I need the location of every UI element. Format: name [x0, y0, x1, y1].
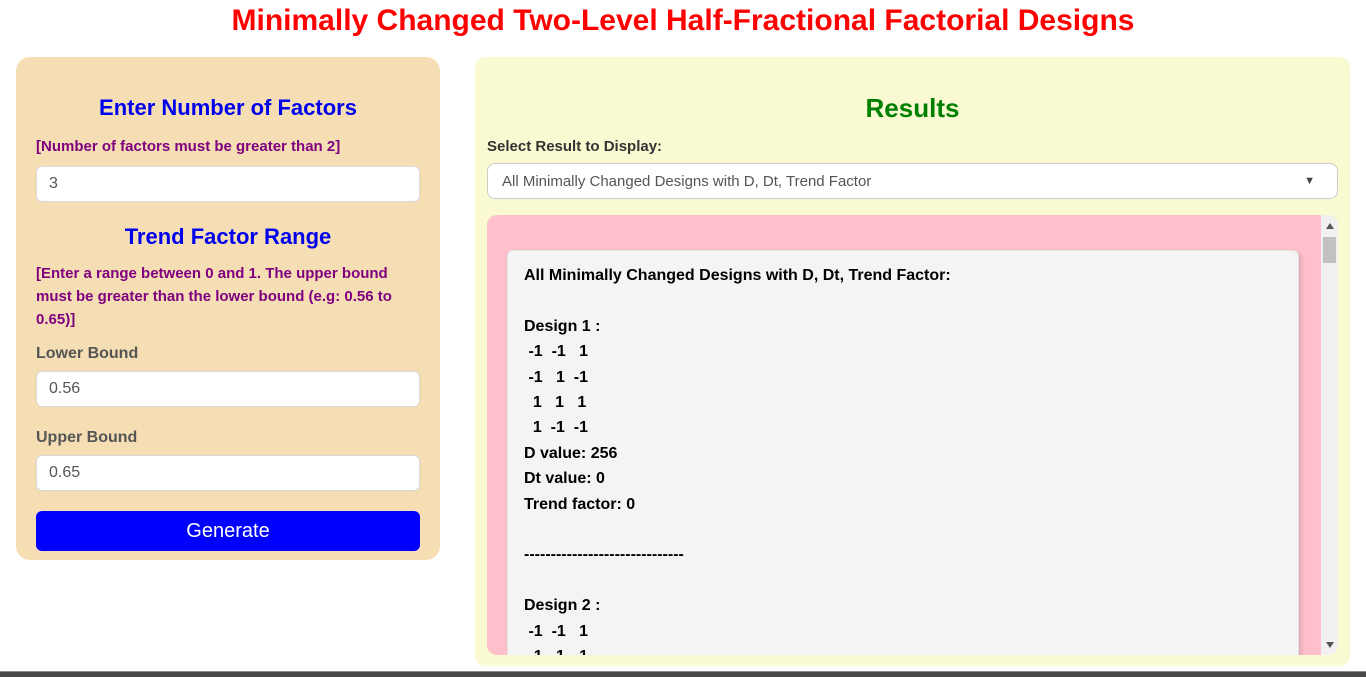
input-panel: Enter Number of Factors [Number of facto… — [16, 57, 440, 560]
factors-input[interactable] — [36, 166, 420, 202]
results-output-container: All Minimally Changed Designs with D, Dt… — [487, 215, 1338, 655]
results-heading: Results — [865, 93, 960, 123]
page-title: Minimally Changed Two-Level Half-Fractio… — [231, 4, 1135, 37]
factors-heading: Enter Number of Factors — [99, 95, 357, 120]
result-select-label: Select Result to Display: — [487, 138, 663, 155]
bottom-edge-bar — [0, 671, 1366, 677]
range-heading: Trend Factor Range — [124, 224, 332, 249]
scrollbar-thumb[interactable] — [1323, 237, 1336, 263]
factors-note: [Number of factors must be greater than … — [36, 138, 341, 155]
dropdown-arrow-icon: ▼ — [1304, 175, 1315, 187]
result-select-value: All Minimally Changed Designs with D, Dt… — [502, 172, 872, 190]
upper-bound-label: Upper Bound — [36, 429, 138, 446]
range-note: [Enter a range between 0 and 1. The uppe… — [36, 265, 392, 328]
results-output-card: All Minimally Changed Designs with D, Dt… — [507, 250, 1299, 655]
lower-bound-label: Lower Bound — [36, 345, 139, 362]
lower-bound-input[interactable] — [36, 371, 420, 407]
results-output-text: All Minimally Changed Designs with D, Dt… — [524, 267, 951, 655]
results-panel: Results Select Result to Display: All Mi… — [475, 57, 1350, 666]
upper-bound-input[interactable] — [36, 455, 420, 491]
scrollbar-down-icon[interactable] — [1321, 636, 1338, 653]
generate-button[interactable]: Generate — [36, 511, 420, 551]
scrollbar-up-icon[interactable] — [1321, 217, 1338, 234]
results-scrollbar[interactable] — [1321, 215, 1338, 655]
result-select[interactable]: All Minimally Changed Designs with D, Dt… — [487, 163, 1338, 199]
